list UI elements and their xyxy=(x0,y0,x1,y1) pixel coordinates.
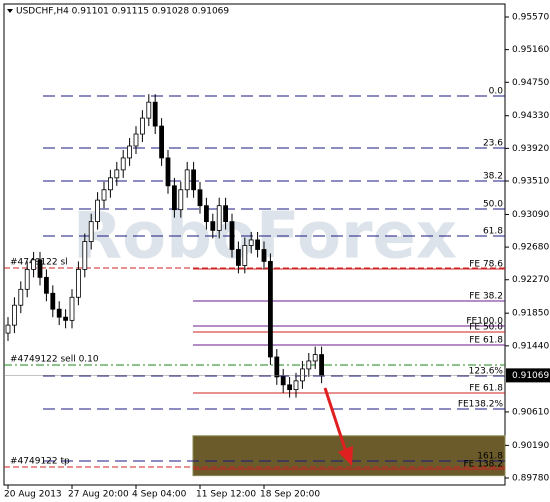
level-label: 38.2 xyxy=(483,172,503,182)
arrow-shaft xyxy=(323,387,348,453)
current-price-label: 0.91069 xyxy=(512,371,549,381)
candle-body xyxy=(203,205,209,223)
chart-title: USDCHF,H4 0.91101 0.91115 0.91028 0.9106… xyxy=(16,7,229,17)
candle-body xyxy=(101,189,107,201)
candle-body xyxy=(280,376,286,386)
x-tick-label: 18 Sep 20:00 xyxy=(260,490,320,500)
candle-body xyxy=(133,133,139,147)
x-tick-label: 4 Sep 04:00 xyxy=(132,490,187,500)
candle-body xyxy=(44,276,49,294)
candle-body xyxy=(184,169,190,191)
candle-body xyxy=(319,354,325,376)
plot-frame xyxy=(3,3,506,486)
y-tick-label: 0.93920 xyxy=(512,144,549,154)
level-label: 50.0 xyxy=(483,199,503,209)
y-tick-label: 0.94750 xyxy=(512,78,549,88)
candle-body xyxy=(159,125,165,159)
y-tick-label: 0.90610 xyxy=(512,407,549,417)
x-tick-label: 20 Aug 2013 xyxy=(4,490,62,500)
candle-body xyxy=(210,221,216,231)
candle-body xyxy=(152,101,158,127)
candle-body xyxy=(95,199,100,223)
level-label: 23.6 xyxy=(483,138,503,148)
y-tick-label: 0.95570 xyxy=(512,13,549,23)
level-label: #4749122 tp xyxy=(10,457,70,467)
level-label: FE 50.0 xyxy=(469,322,503,332)
candle-body xyxy=(31,259,37,270)
candle-body xyxy=(306,360,312,370)
candle-body xyxy=(299,368,305,382)
candle-body xyxy=(287,384,293,391)
candle-body xyxy=(88,221,94,242)
y-tick-label: 0.93510 xyxy=(512,177,549,187)
candle-body xyxy=(242,245,248,266)
level-label: #4749122 sell 0.10 xyxy=(10,355,99,365)
candle-body xyxy=(56,308,62,318)
candle-body xyxy=(261,249,267,262)
candle-body xyxy=(50,292,56,310)
candle-body xyxy=(11,304,17,326)
candle-body xyxy=(312,354,318,362)
watermark: RoboForex xyxy=(73,200,457,274)
candle-body xyxy=(108,177,113,191)
level-label: FE 38.2 xyxy=(469,292,503,302)
candle-body xyxy=(171,185,177,211)
candle-body xyxy=(293,380,299,391)
level-label: FE138.2% xyxy=(458,399,504,409)
candle-body xyxy=(37,259,43,278)
candle-body xyxy=(82,241,88,270)
level-label: 0.0 xyxy=(489,86,504,96)
candle-body xyxy=(139,117,145,135)
candle-body xyxy=(274,356,280,378)
level-label: FE 61.8 xyxy=(469,383,503,393)
candle-body xyxy=(165,157,171,187)
arrow-head xyxy=(338,446,353,466)
candle-body xyxy=(235,249,241,266)
candle-body xyxy=(63,316,68,321)
y-tick-label: 0.92270 xyxy=(512,275,549,285)
y-tick-label: 0.92680 xyxy=(512,243,549,253)
candle-body xyxy=(69,296,75,321)
candle-body xyxy=(248,239,254,246)
candle-body xyxy=(216,205,222,231)
candle-body xyxy=(5,324,11,334)
y-tick-label: 0.91850 xyxy=(512,309,549,319)
candle-body xyxy=(255,239,261,250)
x-tick-label: 11 Sep 12:00 xyxy=(196,490,256,500)
candle-body xyxy=(191,169,197,191)
level-label: 61.8 xyxy=(483,227,503,237)
candle-body xyxy=(76,268,81,298)
level-label: FE 138.2 xyxy=(464,460,504,470)
candle-body xyxy=(229,221,235,250)
x-tick-label: 27 Aug 20:00 xyxy=(68,490,129,500)
y-tick-label: 0.90190 xyxy=(512,441,549,451)
candle-body xyxy=(178,189,184,211)
plot-layer: 0.023.638.250.061.8123.6%FE138.2%161.8FE… xyxy=(4,86,506,477)
level-label: FE 78.6 xyxy=(469,259,503,269)
y-tick-label: 0.95160 xyxy=(512,45,549,55)
level-label: 161.8 xyxy=(477,451,503,461)
y-tick-label: 0.89780 xyxy=(512,474,549,484)
y-tick-label: 0.93090 xyxy=(512,210,549,220)
y-tick-label: 0.91440 xyxy=(512,341,549,351)
candle-body xyxy=(146,101,152,119)
menu-triangle xyxy=(7,9,13,13)
candle-body xyxy=(114,169,120,179)
candle-body xyxy=(223,205,229,223)
level-label: 123.6% xyxy=(469,367,504,377)
current-price-box xyxy=(506,368,550,383)
candle-body xyxy=(24,268,30,290)
candle-body xyxy=(127,145,132,159)
level-label: FE100.0 xyxy=(466,317,503,327)
candle-body xyxy=(120,157,126,171)
candle-body xyxy=(267,261,273,358)
level-label: FE 61.8 xyxy=(469,336,503,346)
candle-body xyxy=(197,189,203,207)
candle-body xyxy=(18,288,24,306)
y-tick-label: 0.94330 xyxy=(512,111,549,121)
